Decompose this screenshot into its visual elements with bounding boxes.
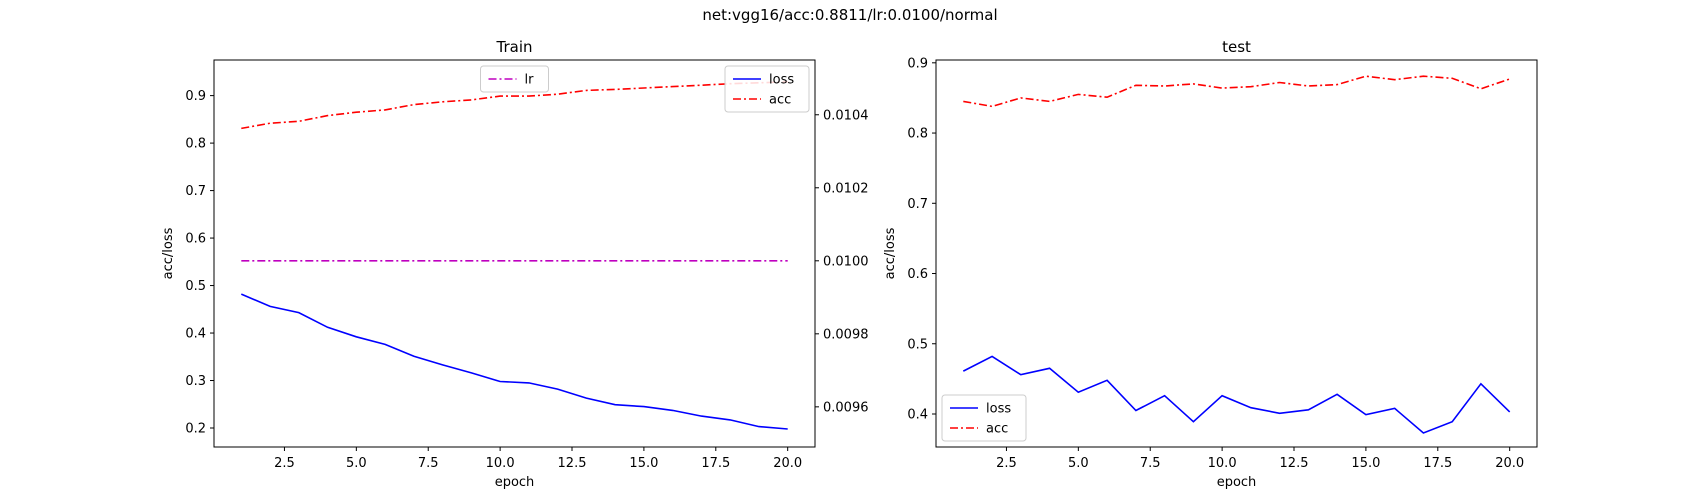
train-y2-tick-label: 0.0102 [823,181,869,196]
test-series-acc-line [963,75,1510,108]
train-x-tick-label: 2.5 [274,456,295,471]
test-x-tick-label: 15.0 [1351,456,1380,471]
test-series-loss-line [962,355,1511,434]
train-legend-acc-label: acc [769,93,791,108]
train-chart-title: Train [496,38,533,56]
train-x-axis-label: epoch [495,475,535,490]
train-y-axis-label: acc/loss [161,227,176,279]
train-x-tick-label: 15.0 [629,456,658,471]
train-x-tick-label: 7.5 [418,456,439,471]
train-legend-loss-label: loss [769,73,794,88]
test-x-tick-label: 20.0 [1495,456,1524,471]
train-legend-lr-label: lr [525,73,535,88]
test-x-tick-label: 12.5 [1280,456,1309,471]
train-y2-tick-label: 0.0096 [823,400,869,415]
train-x-tick-label: 20.0 [773,456,802,471]
test-y-tick-label: 0.4 [907,407,928,422]
test-legend-loss-label: loss [986,402,1011,417]
test-chart-title: test [1222,38,1251,56]
train-y-tick-label: 0.7 [185,184,206,199]
train-y-tick-label: 0.6 [185,232,206,247]
test-x-axis-label: epoch [1217,475,1257,490]
train-x-tick-label: 12.5 [558,456,587,471]
train-y-tick-label: 0.9 [185,89,206,104]
train-x-tick-label: 10.0 [486,456,515,471]
train-x-tick-label: 5.0 [346,456,367,471]
test-y-tick-label: 0.7 [907,197,928,212]
test-y-tick-label: 0.5 [907,337,928,352]
test-y-axis-label: acc/loss [883,227,898,279]
train-series-loss-line [240,293,788,430]
train-y2-tick-label: 0.0100 [823,254,869,269]
test-y-tick-label: 0.8 [907,127,928,142]
test-legend-acc-label: acc [986,422,1008,437]
train-y-tick-label: 0.2 [185,422,206,437]
train-y2-tick-label: 0.0104 [823,108,869,123]
test-x-tick-label: 5.0 [1068,456,1089,471]
test-y-tick-label: 0.6 [907,267,928,282]
train-plot-frame [213,59,816,448]
train-legend-1-box [724,65,810,113]
test-plot-frame [935,59,1538,448]
train-x-tick-label: 17.5 [701,456,730,471]
train-y2-tick-label: 0.0098 [823,327,869,342]
test-legend-0-box [941,394,1027,442]
train-y-tick-label: 0.5 [185,279,206,294]
test-x-tick-label: 10.0 [1208,456,1237,471]
train-series-acc-line [241,81,788,130]
train-y-tick-label: 0.4 [185,327,206,342]
test-x-tick-label: 17.5 [1423,456,1452,471]
train-y-tick-label: 0.8 [185,137,206,152]
test-x-tick-label: 2.5 [996,456,1017,471]
test-x-tick-label: 7.5 [1140,456,1161,471]
test-y-tick-label: 0.9 [907,56,928,71]
train-y-tick-label: 0.3 [185,374,206,389]
train-legend-0-box [480,65,549,93]
figure-title: net:vgg16/acc:0.8811/lr:0.0100/normal [702,6,998,24]
